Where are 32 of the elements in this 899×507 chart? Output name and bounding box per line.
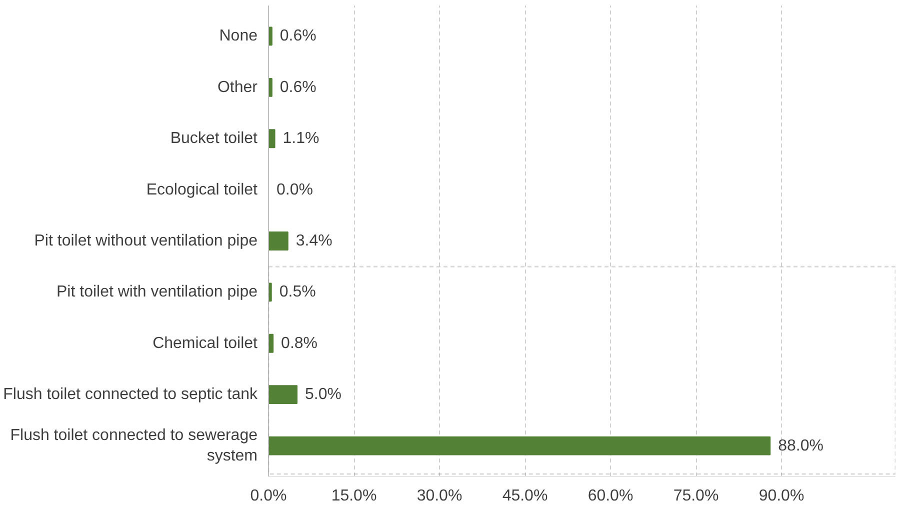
bar xyxy=(268,436,771,456)
x-tick-label: 15.0% xyxy=(331,488,377,504)
y-tick-label: Pit toilet with ventilation pipe xyxy=(56,284,258,301)
bar xyxy=(268,78,272,97)
data-label: 0.0% xyxy=(276,181,313,198)
x-tick-label: 45.0% xyxy=(502,488,548,504)
data-label: 1.1% xyxy=(282,130,320,148)
data-label: 0.8% xyxy=(281,334,318,352)
x-tick-label: 75.0% xyxy=(673,488,719,504)
data-label: 0.6% xyxy=(280,28,316,45)
y-tick-label: Ecological toilet xyxy=(146,181,258,198)
y-tick-label: Bucket toilet xyxy=(170,130,258,148)
x-tick-label: 90.0% xyxy=(758,488,804,504)
bar xyxy=(268,334,274,353)
y-tick-label: Other xyxy=(217,78,258,96)
bar xyxy=(268,385,298,404)
x-tick-label: 0.0% xyxy=(250,488,287,504)
data-label: 3.4% xyxy=(296,232,332,250)
x-tick-label: 30.0% xyxy=(416,488,462,504)
data-label: 88.0% xyxy=(778,437,824,454)
data-label: 0.6% xyxy=(280,78,316,96)
data-label: 0.5% xyxy=(279,284,316,301)
bar xyxy=(268,129,276,148)
y-tick-label: Chemical toilet xyxy=(152,334,258,352)
y-tick-label: Pit toilet without ventilation pipe xyxy=(34,232,258,250)
y-tick-label: Flush toilet connected to septic tank xyxy=(3,386,258,404)
y-tick-label: None xyxy=(219,28,258,45)
y-tick-label: Flush toilet connected to sewerage system xyxy=(10,427,258,464)
x-tick-label: 60.0% xyxy=(588,488,634,504)
bar xyxy=(268,282,272,302)
data-label: 5.0% xyxy=(305,386,342,404)
bar xyxy=(268,232,288,250)
